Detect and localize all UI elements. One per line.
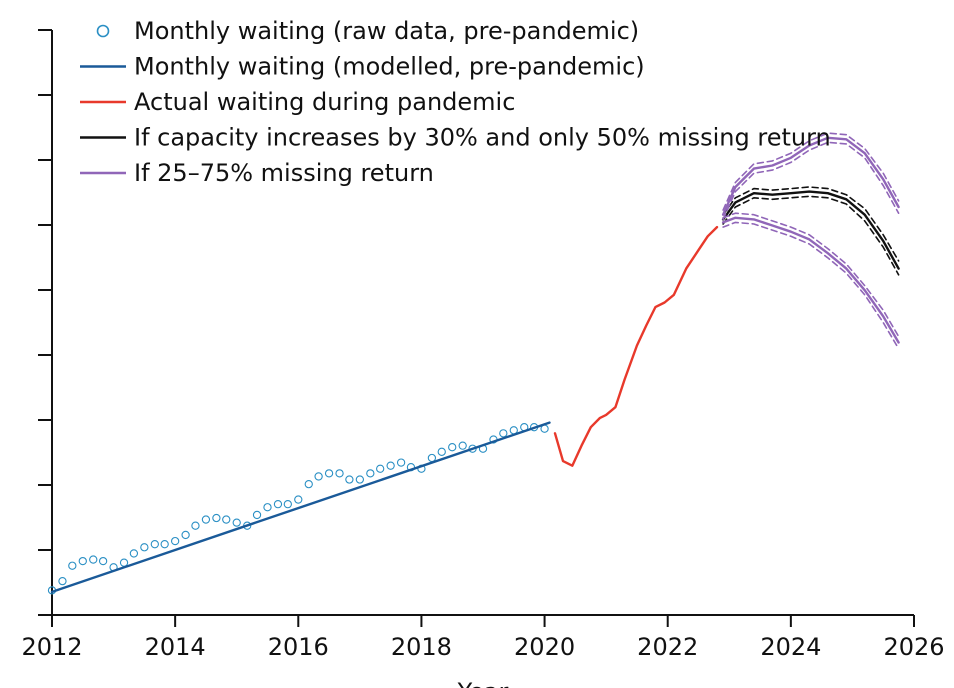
series-line-scenario_25_75_low_upper bbox=[722, 212, 900, 338]
data-point bbox=[396, 458, 406, 467]
data-point bbox=[283, 500, 292, 509]
x-tick-label: 2016 bbox=[268, 633, 329, 661]
data-point bbox=[160, 540, 169, 549]
series-line-scenario_30 bbox=[721, 190, 900, 270]
series-layer bbox=[47, 132, 900, 595]
data-point bbox=[170, 536, 180, 546]
x-tick-label: 2022 bbox=[637, 633, 698, 661]
data-point bbox=[437, 447, 446, 456]
data-point bbox=[345, 475, 354, 484]
x-tick-label: 2026 bbox=[883, 633, 944, 661]
series-line-scenario_25_75_high_lower bbox=[722, 141, 900, 221]
data-point bbox=[386, 461, 395, 470]
data-point bbox=[129, 549, 139, 558]
x-tick-label: 2024 bbox=[760, 633, 821, 661]
legend-label: Monthly waiting (modelled, pre-pandemic) bbox=[134, 53, 645, 81]
data-point bbox=[191, 521, 200, 530]
data-point bbox=[68, 561, 77, 570]
data-point bbox=[448, 443, 457, 452]
legend-label: Actual waiting during pandemic bbox=[134, 88, 515, 116]
legend-item-scenario_25_75: If 25–75% missing return bbox=[80, 159, 434, 187]
data-point bbox=[335, 469, 344, 478]
x-tick-label: 2012 bbox=[21, 633, 82, 661]
data-point bbox=[181, 530, 190, 540]
legend-item-scenario_30: If capacity increases by 30% and only 50… bbox=[80, 124, 831, 152]
data-point bbox=[89, 555, 98, 564]
legend-item-raw: Monthly waiting (raw data, pre-pandemic) bbox=[96, 17, 639, 45]
data-point bbox=[304, 479, 313, 489]
data-point bbox=[376, 464, 385, 473]
data-point bbox=[355, 475, 365, 484]
data-point bbox=[58, 576, 67, 586]
data-point bbox=[232, 518, 241, 527]
series-line-scenario_25_75_low_lower bbox=[722, 221, 900, 350]
data-point bbox=[98, 556, 108, 566]
data-point bbox=[314, 472, 323, 481]
data-point bbox=[252, 510, 262, 520]
data-point bbox=[324, 469, 334, 478]
x-tick-label: 2020 bbox=[514, 633, 575, 661]
series-line-scenario_25_75_high bbox=[721, 136, 900, 216]
data-point bbox=[119, 558, 129, 567]
data-point bbox=[273, 500, 283, 509]
data-point bbox=[366, 469, 375, 478]
legend-label: If 25–75% missing return bbox=[134, 159, 434, 187]
legend-label: Monthly waiting (raw data, pre-pandemic) bbox=[134, 17, 639, 45]
series-line-scenario_30_lower bbox=[722, 195, 900, 276]
data-point bbox=[150, 540, 159, 549]
x-tick-label: 2014 bbox=[145, 633, 206, 661]
data-point bbox=[201, 515, 211, 524]
data-point bbox=[294, 495, 303, 504]
data-point bbox=[427, 453, 437, 463]
axes: 2012 2014 2016 2018 2020 2022 2024 2026 bbox=[21, 29, 945, 661]
legend-marker bbox=[96, 24, 110, 38]
series-line-scenario_25_75_high_upper bbox=[722, 132, 900, 211]
data-point bbox=[222, 515, 231, 524]
series-line-scenario_30_upper bbox=[722, 186, 900, 262]
series-raw bbox=[47, 423, 549, 595]
legend-item-modelled: Monthly waiting (modelled, pre-pandemic) bbox=[80, 53, 645, 81]
data-point bbox=[458, 441, 467, 450]
legend-label: If capacity increases by 30% and only 50… bbox=[134, 124, 831, 152]
data-point bbox=[499, 429, 508, 438]
x-tick-label: 2018 bbox=[391, 633, 452, 661]
legend: Monthly waiting (raw data, pre-pandemic)… bbox=[80, 17, 831, 187]
data-point bbox=[212, 513, 221, 523]
series-line-scenario_25_75_low bbox=[721, 216, 900, 344]
x-axis-title: Year bbox=[457, 678, 509, 688]
series-line-pandemic bbox=[553, 225, 719, 467]
series-line-modelled bbox=[50, 421, 551, 594]
data-point bbox=[140, 543, 149, 552]
data-point bbox=[78, 556, 87, 566]
data-point bbox=[263, 503, 272, 512]
legend-item-pandemic: Actual waiting during pandemic bbox=[80, 88, 515, 116]
